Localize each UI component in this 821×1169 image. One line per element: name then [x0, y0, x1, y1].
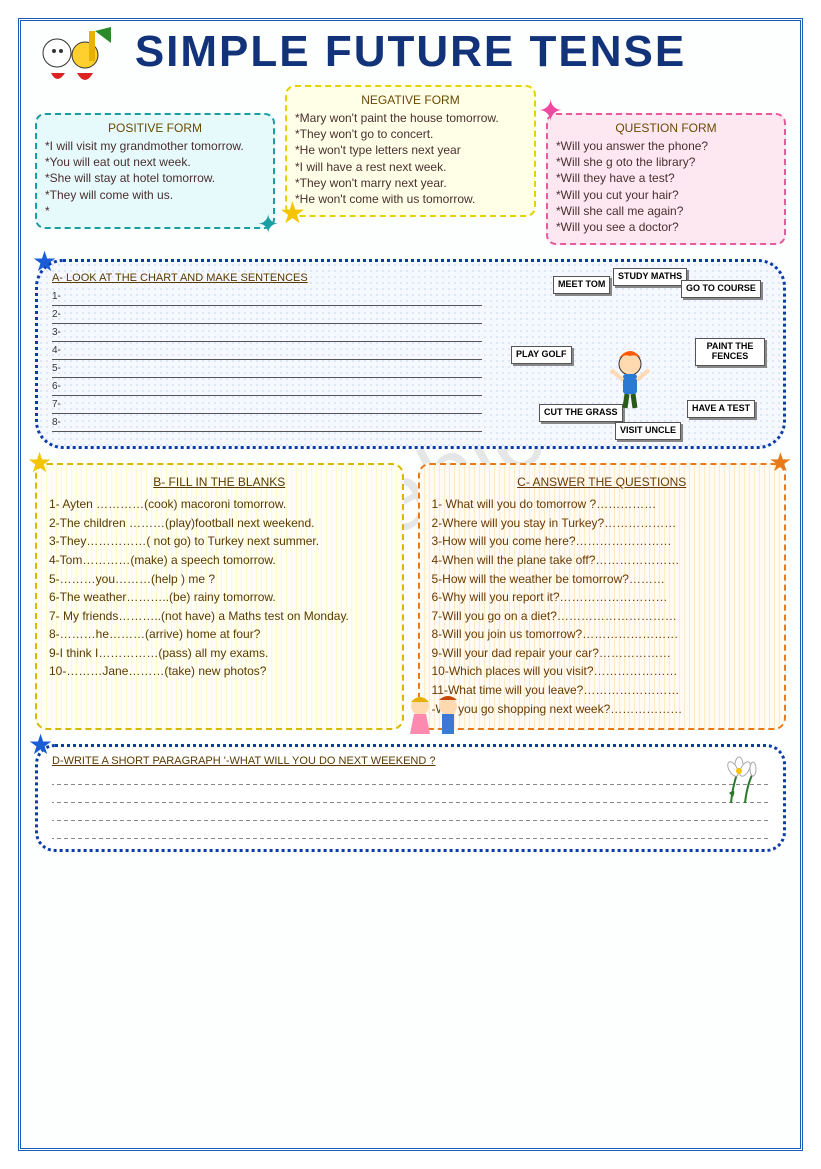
- writing-line[interactable]: [52, 807, 769, 821]
- answer-line[interactable]: 5-: [52, 360, 482, 378]
- star-icon: ✦: [538, 97, 563, 127]
- list-item: 8-………he………(arrive) home at four?: [49, 625, 390, 644]
- forms-row: POSITIVE FORM *I will visit my grandmoth…: [21, 79, 800, 251]
- list-item: 5-………you………(help ) me ?: [49, 570, 390, 589]
- list-item: 1- What will you do tomorrow ?……………: [432, 495, 773, 514]
- list-item: 4-When will the plane take off?…………………: [432, 551, 773, 570]
- star-icon: ✦: [257, 211, 279, 237]
- question-form-box: ✦ QUESTION FORM *Will you answer the pho…: [546, 113, 786, 245]
- answer-line[interactable]: 8-: [52, 414, 482, 432]
- star-icon: ★: [32, 248, 57, 276]
- corner-decor: [770, 18, 803, 51]
- star-icon: ★: [279, 199, 306, 229]
- list-item: 7- My friends………..(not have) a Maths tes…: [49, 607, 390, 626]
- section-d: ★ D-WRITE A SHORT PARAGRAPH '-WHAT WILL …: [35, 744, 786, 852]
- list-item: 6-The weather………..(be) rainy tomorrow.: [49, 588, 390, 607]
- list-item: 9-I think I……………(pass) all my exams.: [49, 644, 390, 663]
- answer-line[interactable]: 3-: [52, 324, 482, 342]
- corner-decor: [770, 1118, 803, 1151]
- list-item: 7-Will you go on a diet?…………………………: [432, 607, 773, 626]
- corner-decor: [18, 1118, 51, 1151]
- page-title: SIMPLE FUTURE TENSE: [21, 21, 800, 79]
- section-a: ★ A- LOOK AT THE CHART AND MAKE SENTENCE…: [35, 259, 786, 449]
- answer-line[interactable]: 4-: [52, 342, 482, 360]
- section-c: ★ C- ANSWER THE QUESTIONS 1- What will y…: [418, 463, 787, 730]
- answer-line[interactable]: 6-: [52, 378, 482, 396]
- list-item: 4-Tom…………(make) a speech tomorrow.: [49, 551, 390, 570]
- section-b-title: B- FILL IN THE BLANKS: [49, 475, 390, 489]
- section-c-title: C- ANSWER THE QUESTIONS: [432, 475, 773, 489]
- list-item: 10-Which places will you visit?…………………: [432, 662, 773, 681]
- list-item: 6-Why will you report it?………………………: [432, 588, 773, 607]
- negative-list: *Mary won't paint the house tomorrow.*Th…: [295, 110, 526, 207]
- note-course: GO TO COURSE: [681, 280, 761, 298]
- star-icon: ★: [769, 449, 792, 475]
- writing-line[interactable]: [52, 825, 769, 839]
- exercises-row: ★ B- FILL IN THE BLANKS 1- Ayten …………(co…: [21, 459, 800, 734]
- list-item: 3-How will you come here?……………………: [432, 532, 773, 551]
- negative-heading: NEGATIVE FORM: [295, 93, 526, 107]
- note-meet: MEET TOM: [553, 276, 610, 294]
- list-item: 10-………Jane………(take) new photos?: [49, 662, 390, 681]
- list-item: 2-Where will you stay in Turkey?………………: [432, 514, 773, 533]
- section-b: ★ B- FILL IN THE BLANKS 1- Ayten …………(co…: [35, 463, 404, 730]
- note-paint: PAINT THE FENCES: [695, 338, 765, 366]
- kids-pair-icon: [400, 694, 470, 742]
- note-visit: VISIT UNCLE: [615, 422, 681, 440]
- negative-form-box: NEGATIVE FORM *Mary won't paint the hous…: [285, 85, 536, 217]
- flower-icon: [711, 753, 771, 807]
- list-item: 5-How will the weather be tomorrow?………: [432, 570, 773, 589]
- answer-questions-list: 1- What will you do tomorrow ?…………… 2-Wh…: [432, 495, 773, 718]
- answer-line[interactable]: 2-: [52, 306, 482, 324]
- fill-blanks-list: 1- Ayten …………(cook) macoroni tomorrow. 2…: [49, 495, 390, 681]
- list-item: 1- Ayten …………(cook) macoroni tomorrow.: [49, 495, 390, 514]
- star-icon: ★: [27, 449, 52, 477]
- activity-mindmap: MEET TOM STUDY MATHS GO TO COURSE PLAY G…: [495, 272, 765, 472]
- cartoon-kids-icon: [31, 25, 121, 95]
- boy-cartoon-icon: [605, 350, 655, 412]
- list-item: 11-What time will you leave?……………………: [432, 681, 773, 700]
- positive-form-box: POSITIVE FORM *I will visit my grandmoth…: [35, 113, 275, 229]
- star-icon: ★: [28, 731, 53, 759]
- answer-line[interactable]: 7-: [52, 396, 482, 414]
- section-d-title: D-WRITE A SHORT PARAGRAPH '-WHAT WILL YO…: [52, 755, 769, 767]
- question-heading: QUESTION FORM: [556, 121, 776, 135]
- list-item: 9-Will your dad repair your car?………………: [432, 644, 773, 663]
- note-test: HAVE A TEST: [687, 400, 755, 418]
- list-item: 3-They……………( not go) to Turkey next summ…: [49, 532, 390, 551]
- positive-heading: POSITIVE FORM: [45, 121, 265, 135]
- list-item: 8-Will you join us tomorrow?……………………: [432, 625, 773, 644]
- note-golf: PLAY GOLF: [511, 346, 572, 364]
- answer-line[interactable]: 1-: [52, 288, 482, 306]
- writing-line[interactable]: [52, 771, 769, 785]
- worksheet-page: ESLprintables.com SIMPLE FUTURE TENSE PO…: [18, 18, 803, 1151]
- list-item: 2-The children ………(play)football next we…: [49, 514, 390, 533]
- note-study: STUDY MATHS: [613, 268, 687, 286]
- question-list: *Will you answer the phone?*Will she g o…: [556, 138, 776, 235]
- list-item: -Will you go shopping next week?………………: [432, 700, 773, 719]
- positive-list: *I will visit my grandmother tomorrow.*Y…: [45, 138, 265, 219]
- writing-line[interactable]: [52, 789, 769, 803]
